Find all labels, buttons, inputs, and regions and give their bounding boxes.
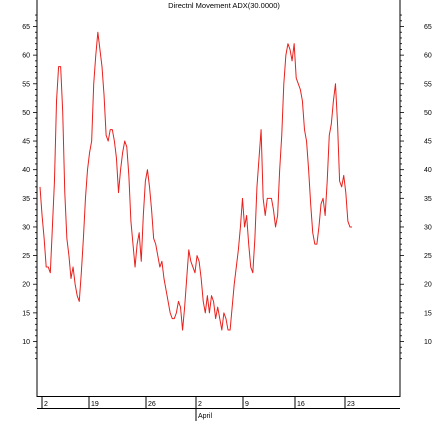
y-tick-label-left: 55 xyxy=(22,81,30,88)
y-tick-label-right: 30 xyxy=(424,224,432,231)
y-tick-label-left: 30 xyxy=(22,224,30,231)
x-tick-label: 2 xyxy=(44,401,48,408)
y-tick-label-right: 20 xyxy=(424,282,432,289)
y-tick-label-right: 60 xyxy=(424,53,432,60)
y-tick-label-right: 55 xyxy=(424,81,432,88)
x-tick-label: 23 xyxy=(347,401,355,408)
y-tick-label-left: 60 xyxy=(22,53,30,60)
y-tick-label-right: 10 xyxy=(424,339,432,346)
x-tick-label: 26 xyxy=(148,401,156,408)
adx-series-line xyxy=(39,31,352,331)
x-tick-label: 9 xyxy=(245,401,249,408)
y-tick-label-right: 15 xyxy=(424,310,432,317)
y-tick-label-right: 65 xyxy=(424,24,432,31)
x-tick-label: 16 xyxy=(297,401,305,408)
series-layer xyxy=(39,31,352,331)
y-tick-label-left: 40 xyxy=(22,167,30,174)
x-tick-label: 19 xyxy=(91,401,99,408)
y-tick-label-right: 40 xyxy=(424,167,432,174)
y-tick-label-left: 10 xyxy=(22,339,30,346)
y-tick-label-left: 25 xyxy=(22,253,30,260)
y-tick-label-left: 45 xyxy=(22,139,30,146)
y-tick-label-right: 35 xyxy=(424,196,432,203)
axes-layer: 10 10 15 15 20 20 25 25 30 30 35 35 40 40 45 45 50 50 55 55… xyxy=(22,14,432,421)
y-tick-label-right: 50 xyxy=(424,110,432,117)
y-tick-label-right: 25 xyxy=(424,253,432,260)
y-tick-label-left: 15 xyxy=(22,310,30,317)
y-tick-label-left: 50 xyxy=(22,110,30,117)
y-tick-label-right: 45 xyxy=(424,139,432,146)
chart-title: Directnl Movement ADX(30.0000) xyxy=(168,1,280,10)
y-tick-label-left: 35 xyxy=(22,196,30,203)
y-tick-label-left: 65 xyxy=(22,24,30,31)
y-tick-label-left: 20 xyxy=(22,282,30,289)
x-month-label: April xyxy=(198,413,212,420)
x-tick-label: 2 xyxy=(198,401,202,408)
